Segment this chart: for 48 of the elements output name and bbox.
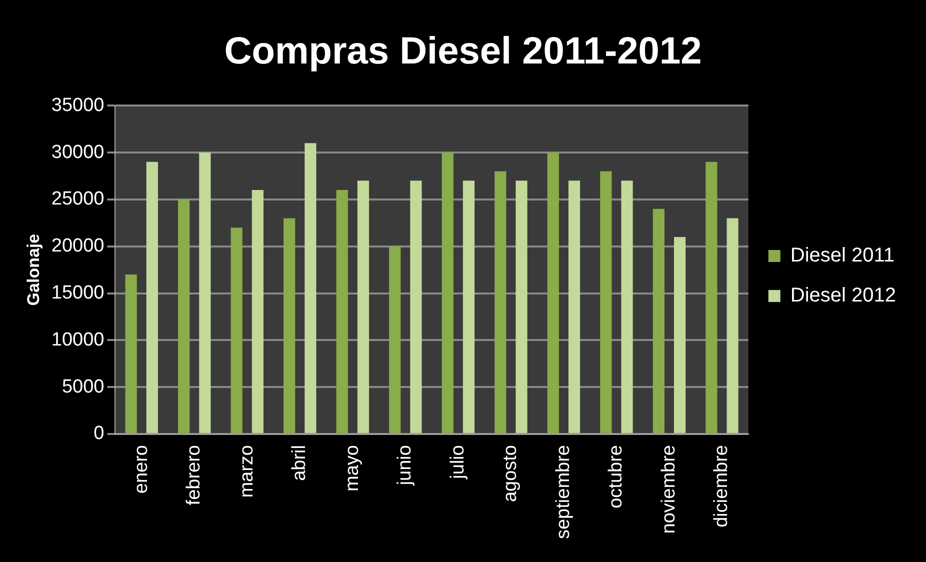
bar (252, 190, 264, 434)
bar (284, 218, 296, 434)
bar (442, 152, 454, 434)
bar (600, 171, 612, 434)
bar (726, 218, 738, 434)
x-tick-label: diciembre (711, 445, 732, 528)
bar (516, 180, 528, 434)
x-tick-label: agosto (500, 445, 522, 502)
bar (494, 171, 506, 434)
bar (125, 274, 137, 434)
bar (652, 208, 664, 434)
x-tick-label: noviembre (658, 445, 680, 534)
bar (357, 180, 370, 434)
bar (199, 152, 211, 434)
chart-title: Compras Diesel 2011-2012 (224, 30, 702, 72)
bar (621, 180, 633, 434)
bar (389, 246, 401, 434)
bar (547, 152, 559, 434)
x-tick-label: octubre (606, 445, 627, 508)
x-tick-label: marzo (236, 445, 258, 498)
x-tick-label: febrero (184, 445, 205, 506)
x-tick-label: abril (289, 445, 310, 481)
x-tick-label: septiembre (552, 445, 574, 540)
bar (462, 180, 475, 434)
y-tick-label: 35000 (51, 94, 104, 116)
x-tick-label: julio (447, 445, 468, 480)
y-tick-label: 30000 (51, 142, 104, 163)
y-tick-label: 5000 (62, 376, 104, 398)
bar (568, 180, 580, 434)
bar (304, 143, 316, 434)
y-tick-label: 0 (94, 423, 104, 444)
legend-label: Diesel 2012 (790, 284, 896, 307)
bar (178, 199, 190, 434)
bar (230, 228, 242, 434)
y-tick-label: 20000 (51, 236, 104, 257)
x-tick-label: junio (394, 445, 416, 486)
y-tick-label: 10000 (51, 329, 104, 350)
bar (146, 162, 158, 434)
x-tick-label: enero (130, 445, 152, 494)
y-tick-label: 25000 (51, 188, 104, 210)
y-axis-title: Galonaje (24, 234, 43, 306)
bar (674, 236, 686, 434)
y-tick-label: 15000 (51, 282, 104, 304)
x-tick-label: mayo (342, 445, 363, 492)
legend-label: Diesel 2011 (790, 244, 895, 267)
bar (410, 180, 422, 434)
bar (706, 162, 718, 434)
bar (336, 190, 348, 434)
